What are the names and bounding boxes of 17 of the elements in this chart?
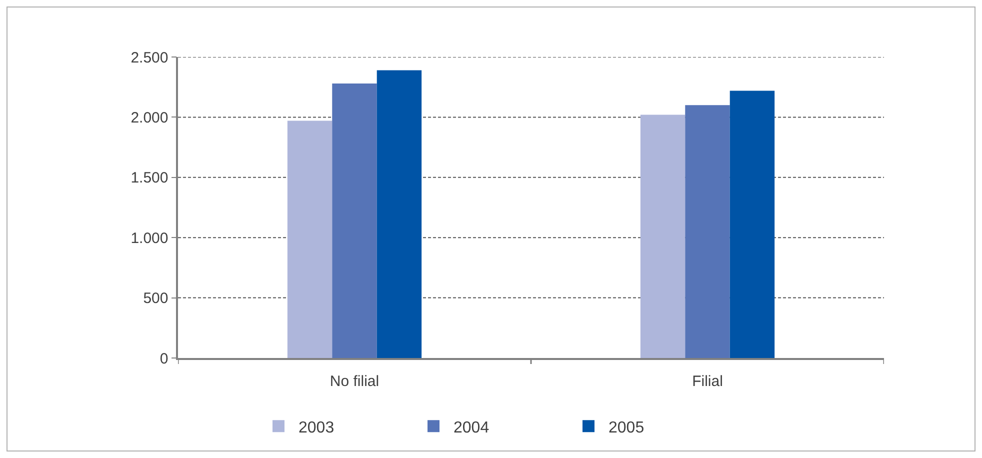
y-tick-label: 0 — [160, 350, 168, 368]
bar — [332, 83, 377, 358]
bar — [730, 90, 775, 358]
bar — [685, 105, 730, 358]
bar — [376, 70, 422, 358]
y-tick-label: 1.500 — [130, 170, 168, 187]
legend-label: 2003 — [298, 419, 334, 436]
y-tick-label: 2.500 — [130, 49, 168, 66]
y-tick-label: 500 — [143, 290, 168, 308]
legend-label: 2005 — [608, 419, 644, 436]
bar — [287, 120, 332, 358]
x-tick-label: Filial — [692, 372, 723, 390]
x-tick-label: No filial — [330, 372, 380, 390]
y-tick-label: 1.000 — [130, 230, 168, 247]
y-tick-label: 2.000 — [130, 109, 168, 126]
legend-label: 2004 — [454, 419, 490, 436]
bar — [640, 114, 686, 358]
